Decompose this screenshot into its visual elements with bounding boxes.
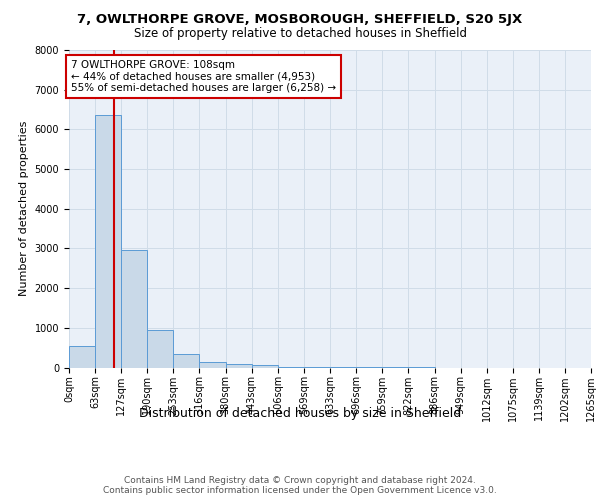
Bar [95, 116, 121, 368]
Bar [121, 250, 148, 368]
Text: Contains HM Land Registry data © Crown copyright and database right 2024.
Contai: Contains HM Land Registry data © Crown c… [103, 476, 497, 495]
Text: Size of property relative to detached houses in Sheffield: Size of property relative to detached ho… [133, 28, 467, 40]
Bar [69, 346, 95, 368]
Text: 7 OWLTHORPE GROVE: 108sqm
← 44% of detached houses are smaller (4,953)
55% of se: 7 OWLTHORPE GROVE: 108sqm ← 44% of detac… [71, 60, 336, 93]
Text: Distribution of detached houses by size in Sheffield: Distribution of detached houses by size … [139, 408, 461, 420]
Text: 7, OWLTHORPE GROVE, MOSBOROUGH, SHEFFIELD, S20 5JX: 7, OWLTHORPE GROVE, MOSBOROUGH, SHEFFIEL… [77, 12, 523, 26]
Bar [173, 354, 199, 368]
Bar [199, 362, 226, 368]
Bar [226, 364, 252, 368]
Bar [148, 330, 173, 368]
Y-axis label: Number of detached properties: Number of detached properties [19, 121, 29, 296]
Bar [252, 365, 278, 368]
